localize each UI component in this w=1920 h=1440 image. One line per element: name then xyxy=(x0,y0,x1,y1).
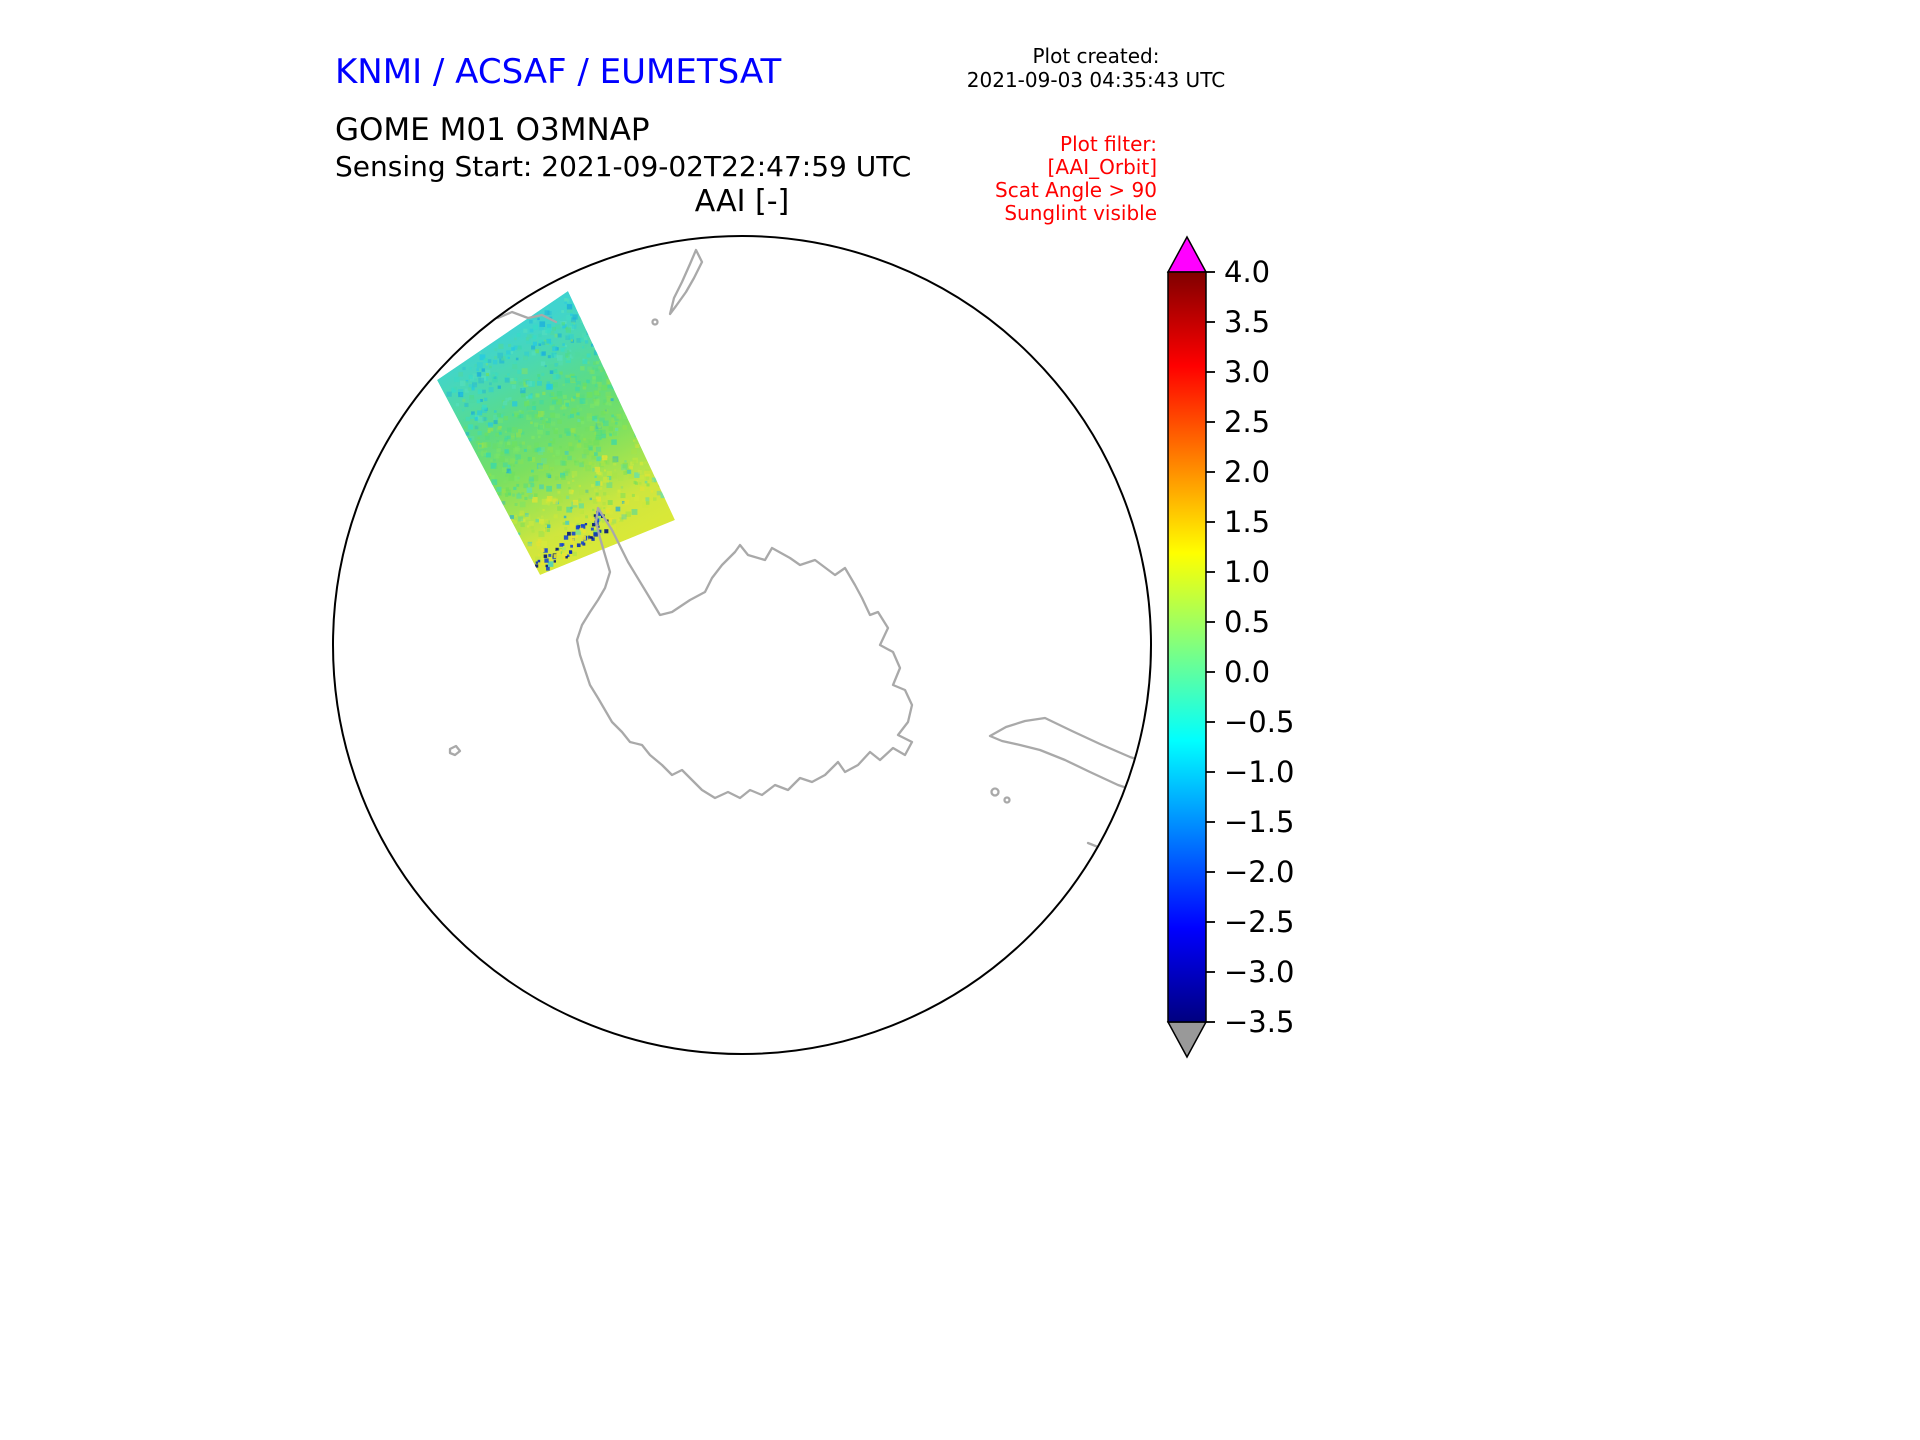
plot-filter-block: Plot filter: [AAI_Orbit] Scat Angle > 90… xyxy=(860,133,1157,225)
south-america-coastline xyxy=(988,716,1150,801)
colorbar-tick-label: −3.5 xyxy=(1224,1005,1295,1039)
plot-filter-line: Scat Angle > 90 xyxy=(995,178,1157,202)
polar-map xyxy=(332,235,1152,1055)
colorbar-tick-label: 0.0 xyxy=(1224,655,1271,689)
island-chain-coastline xyxy=(496,310,558,324)
colorbar-tick-label: 3.5 xyxy=(1224,305,1271,339)
plot-filter-title: Plot filter: xyxy=(1060,132,1157,156)
colorbar-tick-label: 0.5 xyxy=(1224,605,1271,639)
colorbar-over-arrow xyxy=(1166,235,1208,273)
island-coastline xyxy=(448,744,462,757)
colorbar-tick-label: 3.0 xyxy=(1224,355,1271,389)
globe-outline xyxy=(332,235,1152,1055)
plot-created-label: Plot created: xyxy=(1032,44,1160,68)
product-title: GOME M01 O3MNAP xyxy=(335,112,650,148)
colorbar-tick-label: 1.0 xyxy=(1224,555,1271,589)
map-title: AAI [-] xyxy=(694,184,790,219)
island-coastline xyxy=(668,248,704,316)
island-coastline xyxy=(990,787,1000,797)
agency-title: KNMI / ACSAF / EUMETSAT xyxy=(335,52,782,92)
colorbar-tick-label: −1.5 xyxy=(1224,805,1295,839)
colorbar-tick-label: −2.0 xyxy=(1224,855,1295,889)
plot-created-block: Plot created: 2021-09-03 04:35:43 UTC xyxy=(946,44,1246,92)
antarctica-coastline xyxy=(575,506,914,800)
plot-created-value: 2021-09-03 04:35:43 UTC xyxy=(966,68,1226,92)
island-coastline xyxy=(1003,796,1011,804)
sensing-start-line: Sensing Start: 2021-09-02T22:47:59 UTC xyxy=(335,150,912,183)
colorbar-tick-label: −3.0 xyxy=(1224,955,1295,989)
colorbar-under-arrow xyxy=(1166,1021,1208,1059)
colorbar-tick-label: 2.0 xyxy=(1224,455,1271,489)
colorbar xyxy=(1166,235,1215,1059)
colorbar-tick-label: −0.5 xyxy=(1224,705,1295,739)
swath-noise-texture xyxy=(446,298,673,571)
plot-filter-line: [AAI_Orbit] xyxy=(1047,155,1157,179)
colorbar-tick-label: 4.0 xyxy=(1224,255,1271,289)
colorbar-ticks xyxy=(1206,271,1215,1023)
colorbar-tick-label: 2.5 xyxy=(1224,405,1271,439)
colorbar-tick-label: −1.0 xyxy=(1224,755,1295,789)
colorbar-gradient-bar xyxy=(1167,271,1207,1023)
satellite-swath xyxy=(437,291,675,575)
colorbar-tick-label: 1.5 xyxy=(1224,505,1271,539)
island-coastline xyxy=(651,318,659,326)
plot-filter-line: Sunglint visible xyxy=(1004,201,1157,225)
coastlines xyxy=(448,248,1150,879)
colorbar-tick-label: −2.5 xyxy=(1224,905,1295,939)
